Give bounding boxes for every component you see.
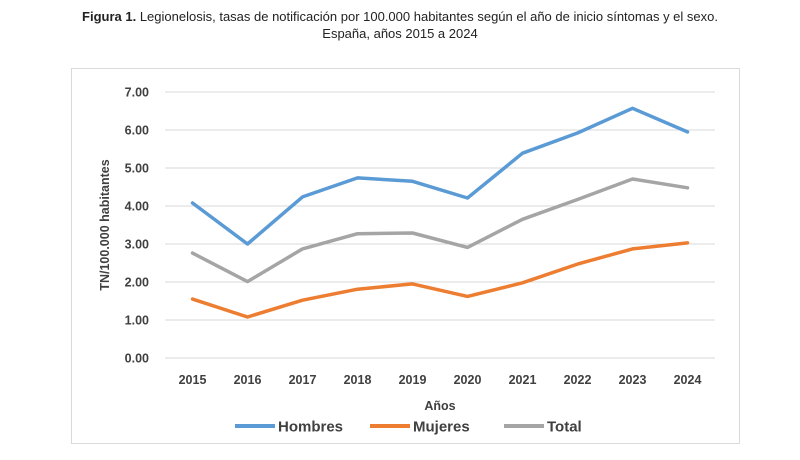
x-axis-title: Años — [424, 399, 455, 413]
figure-caption: Figura 1. Legionelosis, tasas de notific… — [0, 8, 800, 42]
y-tick-label: 1.00 — [125, 314, 149, 328]
x-tick-label: 2020 — [454, 373, 482, 387]
legend-label-mujeres: Mujeres — [413, 419, 470, 436]
x-tick-label: 2021 — [509, 373, 537, 387]
x-tick-label: 2018 — [344, 373, 372, 387]
y-tick-label: 2.00 — [125, 276, 149, 290]
series-lines — [190, 106, 690, 319]
y-tick-label: 5.00 — [125, 162, 149, 176]
x-tick-label: 2024 — [674, 373, 702, 387]
x-tick-label: 2023 — [619, 373, 647, 387]
y-tick-label: 3.00 — [125, 238, 149, 252]
series-line-hombres — [190, 106, 690, 246]
y-axis-title: TN/100.000 habitantes — [98, 159, 112, 290]
x-tick-label: 2017 — [289, 373, 317, 387]
caption-text: Legionelosis, tasas de notificación por … — [139, 9, 718, 24]
x-tick-label: 2016 — [234, 373, 262, 387]
caption-line-1: Figura 1. Legionelosis, tasas de notific… — [0, 8, 800, 25]
x-tick-label: 2019 — [399, 373, 427, 387]
y-tick-label: 0.00 — [125, 352, 149, 366]
legend-label-hombres: Hombres — [278, 419, 343, 436]
x-tick-label: 2022 — [564, 373, 592, 387]
gridlines — [165, 91, 715, 359]
y-tick-label: 4.00 — [125, 200, 149, 214]
legend-label-total: Total — [547, 419, 582, 436]
x-tick-label: 2015 — [179, 373, 207, 387]
figure-label: Figura 1. — [82, 9, 137, 24]
caption-line-2: España, años 2015 a 2024 — [322, 26, 478, 41]
y-axis-ticks: 0.00 1.00 2.00 3.00 4.00 5.00 6.00 7.00 — [125, 86, 149, 366]
series-line-total — [190, 177, 690, 284]
y-tick-label: 6.00 — [125, 124, 149, 138]
y-tick-label: 7.00 — [125, 86, 149, 100]
chart-frame — [71, 68, 740, 444]
legend: Hombres Mujeres Total — [235, 419, 582, 436]
x-axis-ticks: 2015 2016 2017 2018 2019 2020 2021 2022 2023 2024 — [179, 373, 702, 387]
series-line-mujeres — [190, 241, 690, 319]
